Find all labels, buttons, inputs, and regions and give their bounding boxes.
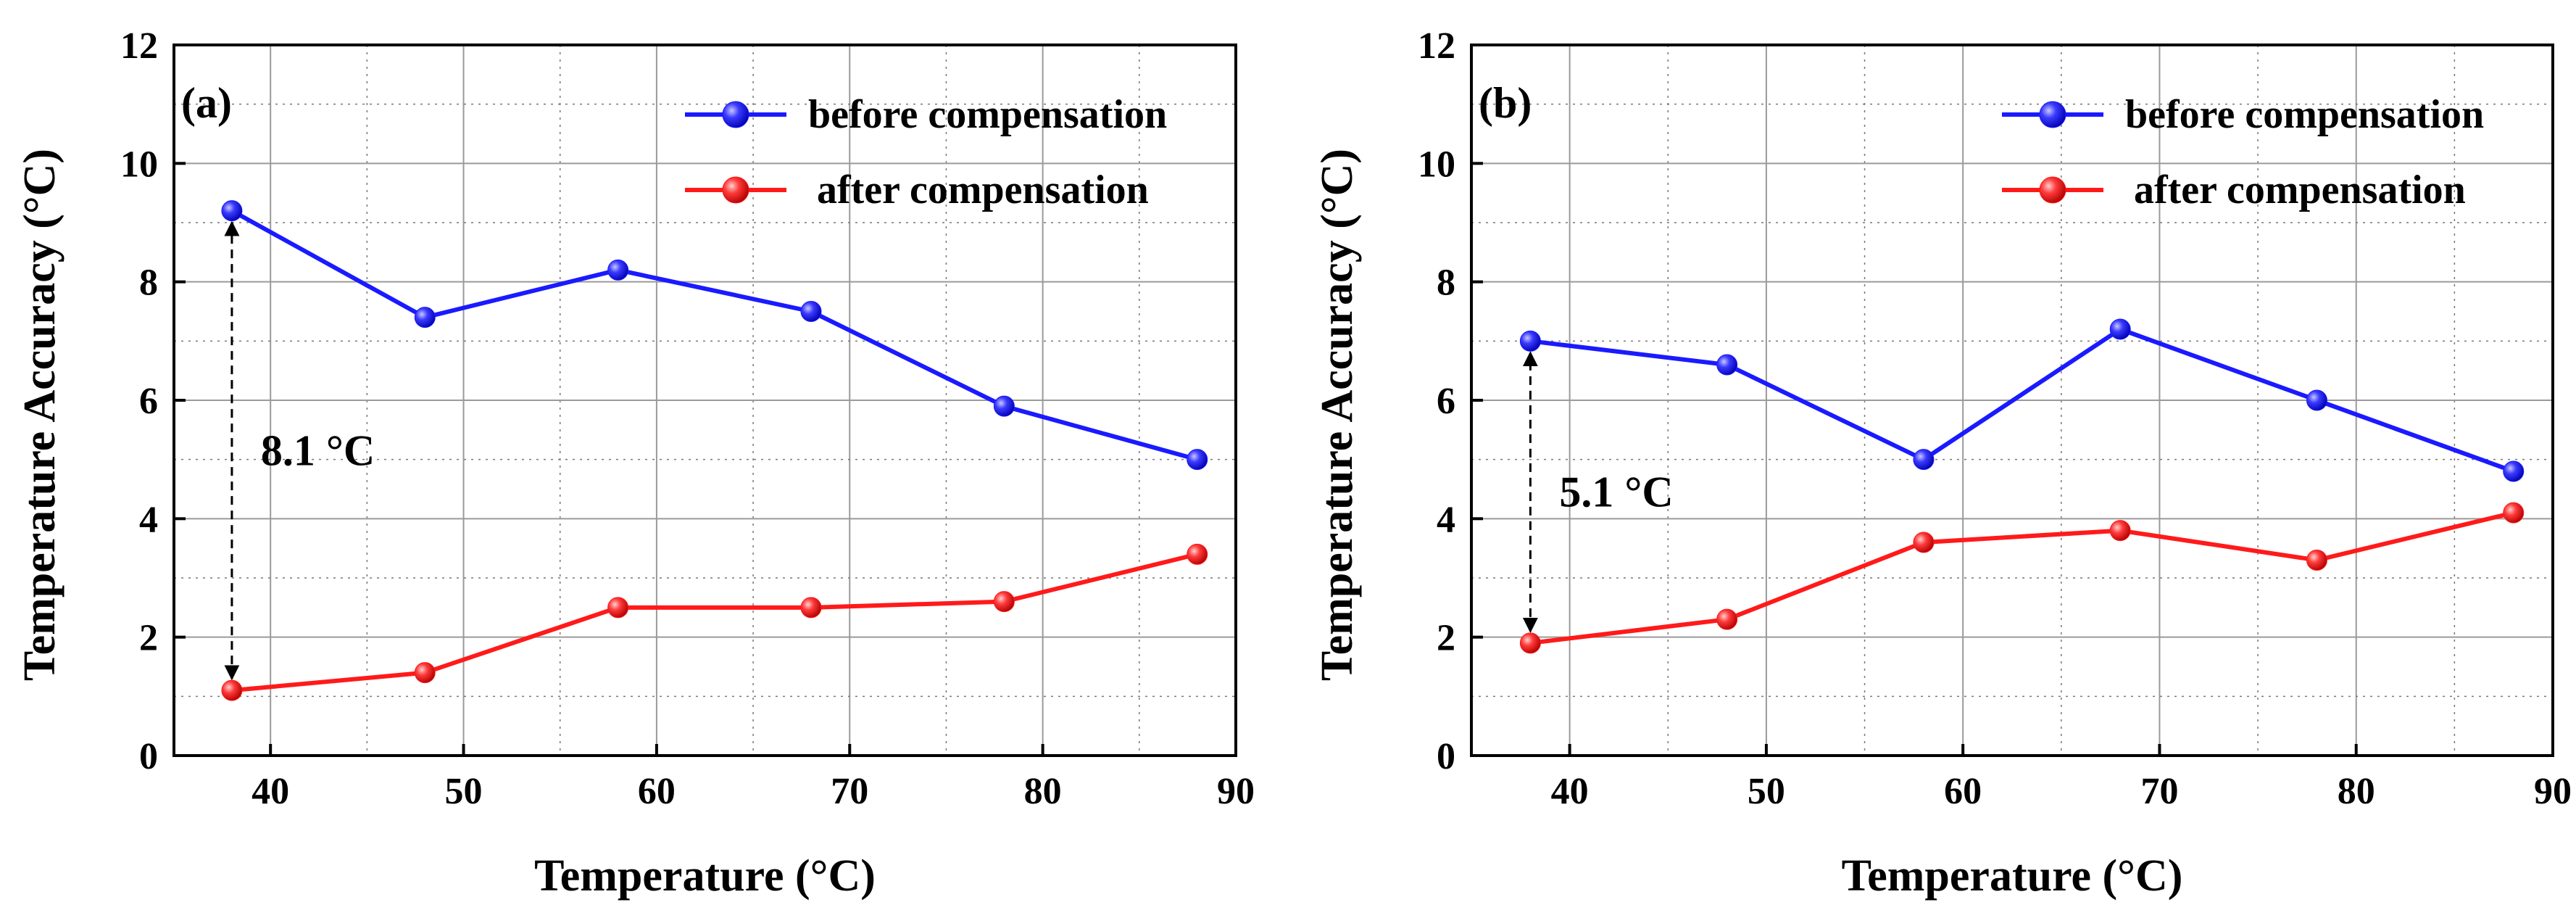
difference-annotation-b: 5.1 °C [1559,468,1673,516]
x-tick-label-b: 80 [2338,771,2375,812]
x-tick-label-b: 50 [1748,771,1785,812]
data-point-b-0 [2306,389,2327,411]
data-point-a-0 [1187,449,1208,471]
y-tick-label-a: 0 [139,736,158,777]
panel-label-b: (b) [1479,79,1532,127]
data-point-a-1 [221,679,243,701]
y-tick-label-b: 12 [1418,25,1455,67]
series-line-b-0 [1530,327,2514,474]
data-point-a-1 [800,597,822,619]
data-point-b-1 [1519,632,1541,654]
data-point-a-0 [607,259,629,281]
data-point-b-0 [2109,318,2131,340]
y-tick-label-b: 0 [1437,736,1455,777]
x-tick-label-a: 70 [831,771,868,812]
legend-label-a-1: after compensation [817,168,1149,212]
panel-label-a: (a) [181,79,232,127]
data-point-b-1 [2306,550,2327,571]
data-point-a-0 [414,307,436,328]
data-point-a-0 [800,301,822,322]
legend-marker-a-0 [722,101,749,128]
data-point-b-1 [1913,532,1935,553]
x-tick-label-a: 90 [1217,771,1255,812]
data-point-a-1 [993,591,1015,613]
data-point-b-0 [2503,460,2525,482]
y-tick-label-a: 10 [120,144,158,185]
chart-panel-b: 40 50 60 70 80 90 0 2 4 6 8 10 12 Temperature (°C) Tem… [1313,25,2572,901]
legend-marker-b-0 [2039,101,2066,128]
data-point-b-0 [1519,330,1541,352]
y-tick-label-a: 2 [139,618,158,659]
y-tick-label-b: 2 [1437,618,1455,659]
legend-label-a-0: before compensation [808,92,1167,137]
data-point-a-0 [221,200,243,222]
x-tick-label-b: 60 [1944,771,1982,812]
difference-annotation-a: 8.1 °C [261,426,375,474]
legend-label-b-0: before compensation [2125,92,2484,137]
data-point-b-1 [2503,502,2525,524]
series-line-a-0 [230,209,1198,462]
x-tick-label-a: 40 [252,771,289,812]
y-tick-label-b: 8 [1437,262,1455,304]
x-axis-title-b: Temperature (°C) [1842,851,2183,901]
y-tick-label-b: 10 [1418,144,1455,185]
y-tick-label-a: 12 [120,25,158,67]
x-tick-label-a: 60 [638,771,676,812]
y-tick-label-b: 6 [1437,381,1455,422]
y-axis-title-b: Temperature Accuracy (°C) [1313,149,1362,681]
series-line-a-1 [231,552,1198,693]
y-tick-label-b: 4 [1437,499,1455,540]
y-tick-label-a: 6 [139,381,158,422]
data-point-a-1 [607,597,629,619]
series-line-b-1 [1530,510,2514,645]
y-axis-title-a: Temperature Accuracy (°C) [15,149,65,681]
legend-label-b-1: after compensation [2134,168,2466,212]
data-point-b-0 [1716,354,1738,376]
y-tick-label-a: 8 [139,262,158,304]
data-point-a-1 [1187,543,1208,565]
chart-panel-a: 40 50 60 70 80 90 0 2 4 6 8 10 12 Temperature (°C) Tem… [15,25,1255,901]
x-axis-title-a: Temperature (°C) [534,851,876,901]
data-point-b-1 [2109,520,2131,542]
data-point-b-1 [1716,608,1738,630]
x-tick-label-b: 70 [2140,771,2178,812]
data-point-a-0 [993,395,1015,417]
x-tick-label-b: 40 [1551,771,1589,812]
x-tick-label-a: 50 [445,771,483,812]
x-tick-label-a: 80 [1024,771,1062,812]
data-point-a-1 [414,662,436,684]
y-tick-label-a: 4 [139,499,158,540]
data-point-b-0 [1913,449,1935,471]
legend-marker-b-1 [2039,176,2066,204]
x-tick-label-b: 90 [2534,771,2572,812]
legend-marker-a-1 [722,176,749,204]
grid-a [174,45,1236,756]
